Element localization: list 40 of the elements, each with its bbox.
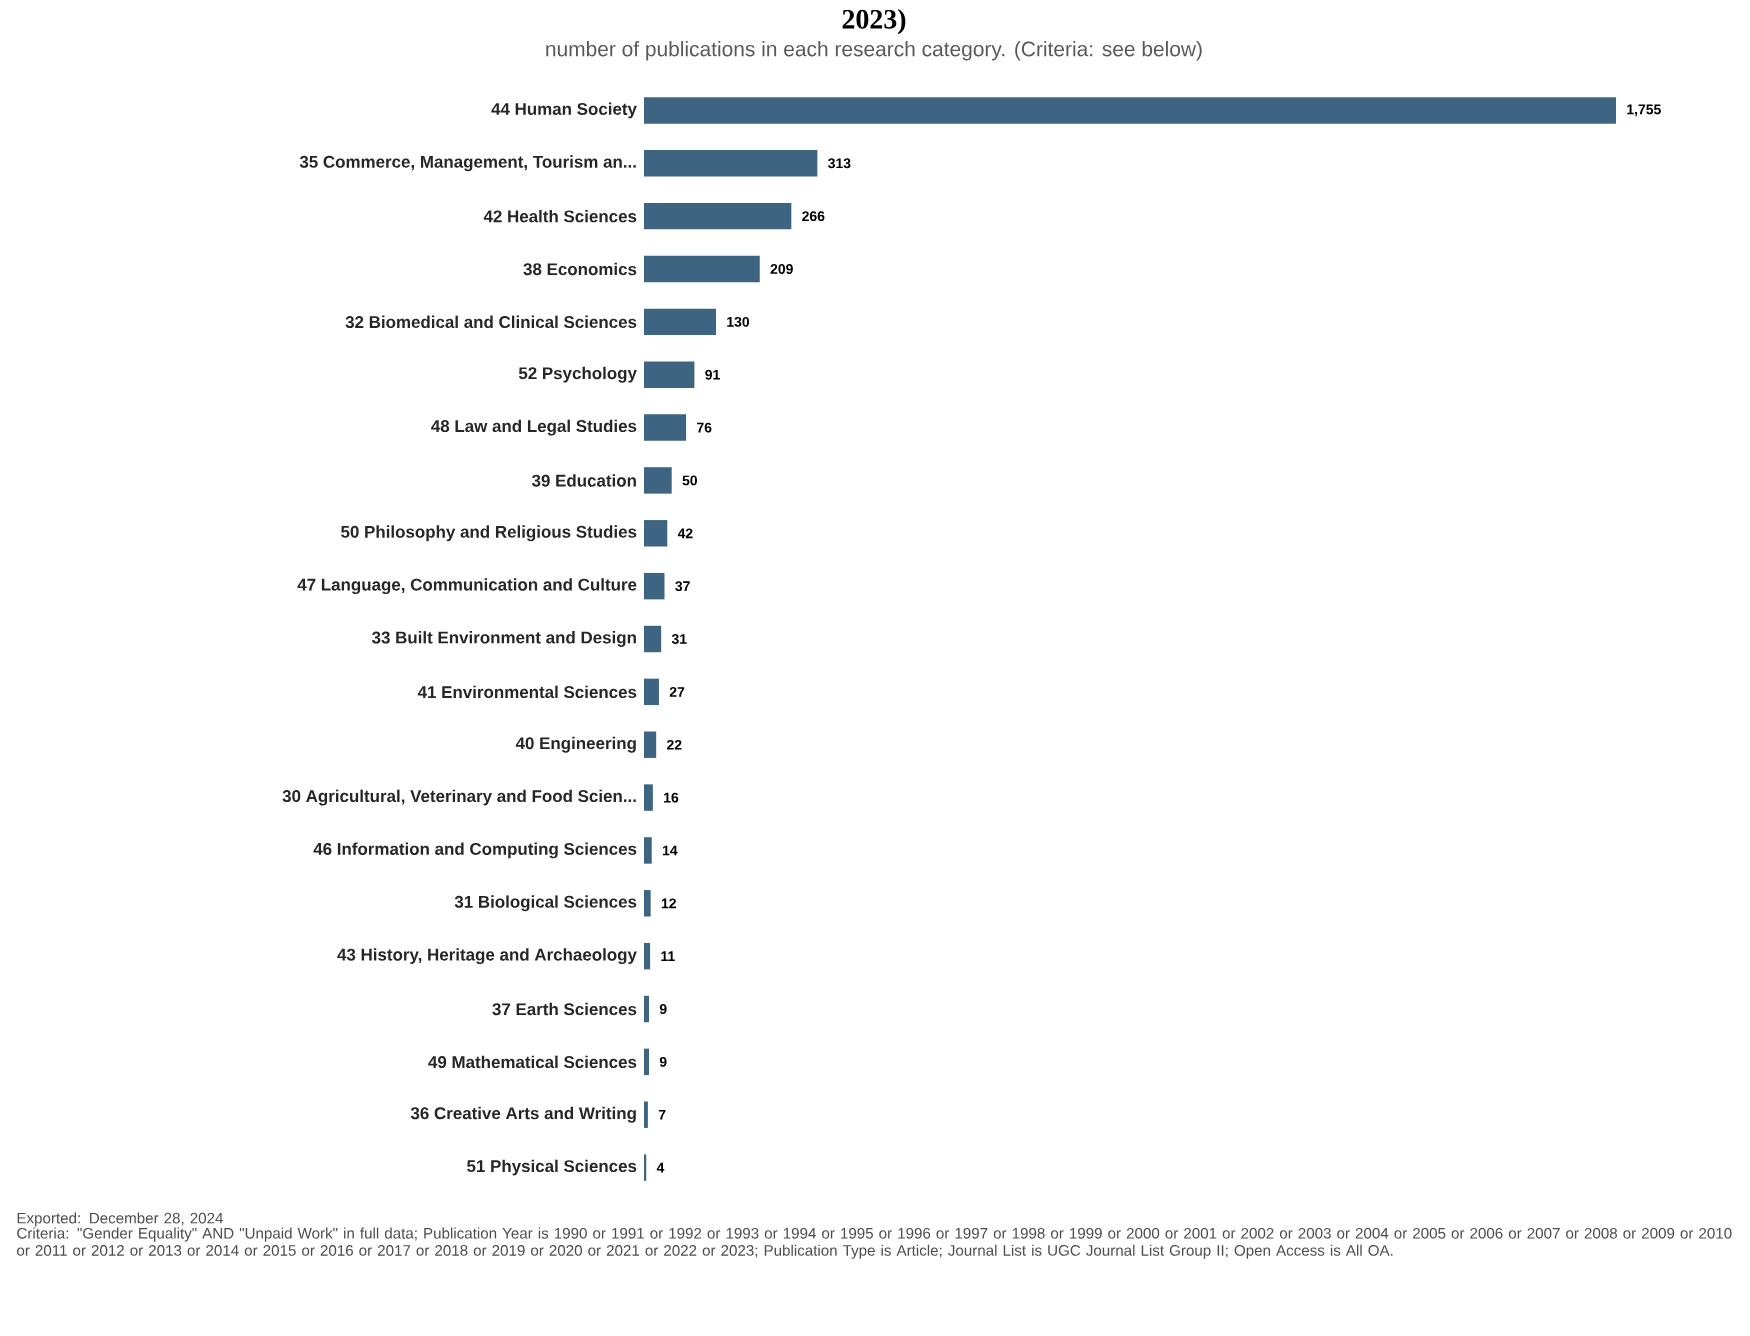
y-tick-label: 40 Engineering (515, 736, 636, 753)
y-tick-label: 50 Philosophy and Religious Studies (341, 525, 637, 542)
bar (644, 520, 668, 547)
y-tick-label: 46 Information and Computing Sciences (313, 842, 637, 859)
bar (644, 414, 687, 441)
bar (644, 467, 672, 494)
y-tick-label: 36 Creative Arts and Writing (410, 1106, 636, 1123)
bar (644, 202, 792, 230)
y-tick-label: 47 Language, Communication and Culture (297, 578, 637, 595)
bar (644, 731, 657, 758)
y-tick-label: 42 Health Sciences (483, 209, 637, 223)
y-tick-label: 43 History, Heritage and Archaeology (337, 948, 637, 965)
bar (644, 308, 717, 336)
bar (644, 784, 653, 811)
y-tick-label: 37 Earth Sciences (492, 1002, 637, 1016)
y-tick-label: 52 Psychology (518, 366, 637, 383)
bar (644, 678, 659, 706)
bar (644, 572, 665, 600)
bar (644, 837, 652, 864)
y-tick-label: 32 Biomedical and Clinical Sciences (345, 315, 637, 329)
bar (644, 97, 1617, 124)
y-tick-label: 30 Agricultural, Veterinary and Food Scien... (282, 789, 636, 806)
bar (644, 625, 662, 653)
bar (644, 942, 651, 970)
y-tick-label: 31 Biological Sciences (454, 895, 637, 912)
y-tick-label: 51 Physical Sciences (467, 1159, 637, 1176)
y-tick-label: 33 Built Environment and Design (371, 631, 636, 647)
bar (644, 890, 651, 917)
y-tick-label: 39 Education (531, 474, 636, 487)
y-tick-label: 41 Environmental Sciences (417, 685, 637, 699)
chart-title: 2023) (842, 9, 906, 35)
y-tick-label: 38 Economics (523, 262, 637, 276)
chart-subtitle: number of publications in each research category. (Criteria: see below) (546, 41, 1202, 61)
bar (644, 255, 760, 283)
y-tick-label: 35 Commerce, Management, Tourism an... (299, 155, 636, 172)
y-tick-label: 48 Law and Legal Studies (431, 419, 637, 436)
y-tick-label: 44 Human Society (491, 102, 637, 119)
bar (644, 361, 695, 388)
y-tick-label: 49 Mathematical Sciences (428, 1055, 637, 1069)
bar (644, 150, 818, 177)
